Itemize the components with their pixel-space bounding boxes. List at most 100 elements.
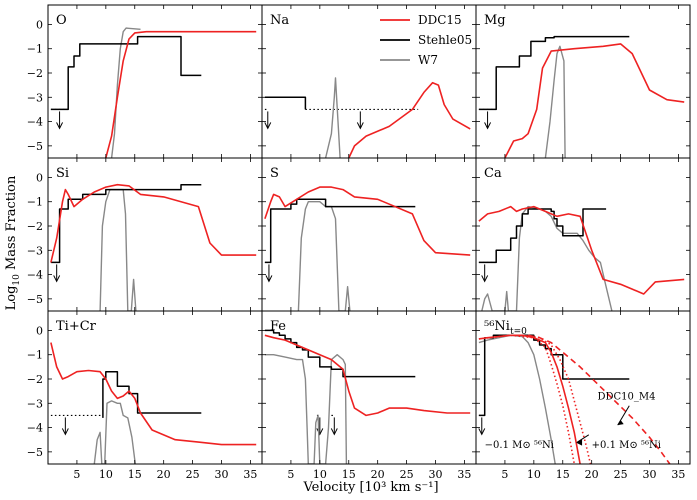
panel-title: Fe: [270, 319, 286, 334]
series-ddc15: [50, 342, 257, 446]
series-ddc15: [348, 81, 471, 158]
annotation-ddc10-m4: DDC10_M4: [597, 392, 655, 403]
y-tick-label: −5: [27, 293, 43, 306]
y-tick-label: 0: [36, 18, 43, 31]
x-tick-label: 30: [429, 468, 443, 481]
series-ddc15: [264, 186, 471, 256]
y-tick-label: −2: [27, 220, 43, 233]
upper-limit-arrowhead: [56, 122, 64, 130]
x-tick-label: 10: [99, 468, 113, 481]
annotation-arrow: [576, 434, 590, 443]
y-tick-label: −3: [27, 91, 43, 104]
x-tick-label: 25: [614, 468, 628, 481]
series-stehle05: [264, 198, 416, 264]
y-tick-label: −2: [27, 373, 43, 386]
x-tick-label: 15: [128, 468, 142, 481]
panel-frame: [475, 310, 691, 465]
series-ddc15: [478, 205, 685, 295]
series-w7: [478, 334, 556, 464]
plot-area: [50, 27, 257, 158]
x-tick-label: 30: [215, 468, 229, 481]
y-tick-label: −3: [27, 397, 43, 410]
series-ddc15: [264, 334, 471, 417]
plot-area: [50, 342, 257, 464]
series-stehle05: [264, 96, 307, 110]
x-tick-label: 15: [342, 468, 356, 481]
plot-area: [264, 186, 471, 311]
series-ddc15-plus: [522, 334, 592, 464]
series-w7: [324, 77, 341, 158]
x-tick-label: 30: [643, 468, 657, 481]
panel-title: Si: [56, 166, 69, 181]
series-w7: [481, 205, 613, 311]
legend-label-ddc15: DDC15: [418, 13, 462, 27]
plot-area: [50, 183, 257, 311]
x-axis-label: Velocity [10³ km s⁻¹]: [302, 480, 438, 495]
panel-title: S: [270, 166, 279, 181]
y-tick-label: 0: [36, 324, 43, 337]
y-tick-label: −2: [27, 67, 43, 80]
x-tick-label: 25: [186, 468, 200, 481]
upper-limit-arrowhead: [53, 275, 61, 283]
upper-limit-arrowhead: [330, 428, 338, 436]
legend-label-w7: W7: [418, 53, 438, 67]
y-tick-label: −1: [27, 43, 43, 56]
series-stehle05: [264, 329, 416, 378]
series-ddc15-minus: [478, 334, 576, 464]
panel-title-subscript: t=0: [510, 327, 527, 337]
x-tick-label: 5: [287, 468, 294, 481]
series-w7: [264, 354, 348, 464]
series-stehle05: [478, 35, 630, 111]
y-tick-label: −5: [27, 446, 43, 459]
panel-title: Ti+Cr: [56, 319, 97, 334]
upper-limit-arrowhead: [264, 122, 272, 130]
panel-3: Mg: [475, 4, 691, 159]
plot-area: [264, 329, 471, 464]
x-tick-label: 20: [585, 468, 599, 481]
x-tick-label: 10: [313, 468, 327, 481]
y-tick-label: −4: [27, 269, 43, 282]
plot-area: [478, 205, 685, 311]
upper-limit-arrowhead: [61, 428, 69, 436]
plot-area: [478, 334, 671, 464]
panel-title: Na: [270, 13, 289, 28]
panel-title: Mg: [484, 13, 506, 28]
series-w7: [544, 45, 566, 158]
series-w7: [99, 188, 137, 311]
x-tick-label: 10: [527, 468, 541, 481]
series-ddc15: [478, 334, 581, 464]
upper-limit-arrowhead: [484, 122, 492, 130]
y-tick-label: −1: [27, 349, 43, 362]
legend: DDC15 Stehle05 W7: [380, 13, 472, 67]
series-ddc10-m4: [527, 334, 671, 464]
x-tick-label: 20: [371, 468, 385, 481]
series-ddc15: [504, 43, 685, 158]
annotation-arrowhead: [576, 439, 583, 446]
upper-limit-arrowhead: [316, 428, 324, 436]
annotation-arrowhead: [617, 420, 624, 426]
plot-area: [264, 77, 471, 158]
series-ddc15: [50, 183, 257, 263]
x-tick-label: 35: [457, 468, 471, 481]
upper-limit-arrowhead: [265, 275, 273, 283]
upper-limit-arrowhead: [481, 275, 489, 283]
y-tick-label: −5: [27, 140, 43, 153]
x-tick-label: 35: [243, 468, 257, 481]
series-ddc15: [105, 30, 257, 158]
y-tick-label: 0: [36, 171, 43, 184]
plot-area: [478, 35, 685, 158]
y-tick-label: −1: [27, 196, 43, 209]
series-w7: [110, 27, 141, 158]
panel-2: Na: [261, 4, 477, 159]
panel-7: 5 10 15 20 25 30 35 0 −1 −2 −3 −4 −5 Ti+Cr: [27, 310, 263, 481]
y-tick-label: −3: [27, 244, 43, 257]
annotation-arrow: [617, 405, 630, 426]
panels-grid: 0 −1 −2 −3 −4 −5 O Na Mg 0 −1 −2 −3 −4 −5 Si S Ca 5 10 15 20 2…: [27, 4, 691, 481]
y-tick-label: −4: [27, 116, 43, 129]
x-tick-label: 25: [400, 468, 414, 481]
panel-8: 5 10 15 20 25 30 35 Fe: [261, 310, 477, 481]
x-tick-label: 5: [73, 468, 80, 481]
annotation-plus-ni: +0.1 M⊙ ⁵⁶Ni: [592, 440, 661, 451]
